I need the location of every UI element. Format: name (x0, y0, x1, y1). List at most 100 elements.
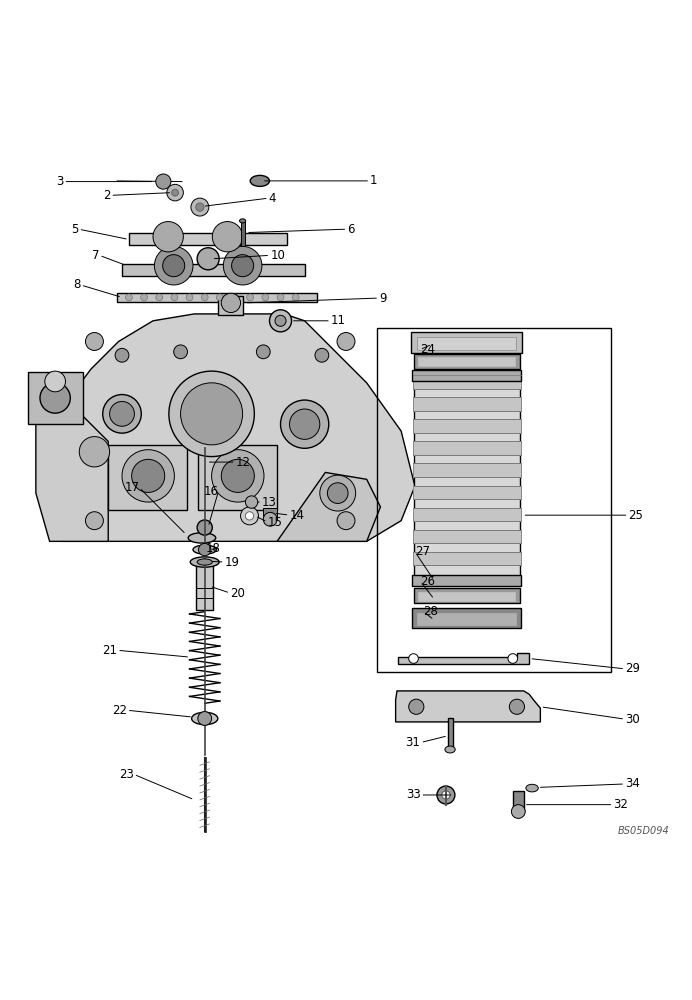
Circle shape (199, 543, 211, 556)
Circle shape (509, 699, 525, 714)
Circle shape (212, 450, 264, 502)
Bar (413, 419, 521, 433)
Circle shape (169, 371, 255, 457)
Text: 1: 1 (370, 174, 378, 187)
Bar (412, 332, 522, 353)
Circle shape (109, 401, 134, 426)
Circle shape (327, 483, 348, 503)
Circle shape (246, 496, 258, 508)
Circle shape (289, 409, 320, 439)
Text: 3: 3 (56, 175, 64, 188)
Ellipse shape (526, 784, 538, 792)
Circle shape (125, 294, 132, 301)
Circle shape (102, 395, 141, 433)
Circle shape (86, 512, 103, 530)
Text: BS05D094: BS05D094 (618, 826, 670, 836)
Bar (413, 552, 521, 565)
Bar (413, 375, 521, 389)
Circle shape (277, 294, 284, 301)
Circle shape (174, 345, 188, 359)
Circle shape (247, 294, 254, 301)
Text: 30: 30 (625, 713, 640, 726)
Bar (219, 296, 244, 315)
Text: 15: 15 (267, 516, 282, 529)
Bar (413, 486, 521, 499)
Bar (419, 592, 515, 601)
Ellipse shape (192, 712, 218, 725)
Circle shape (86, 333, 103, 350)
Circle shape (262, 294, 268, 301)
Circle shape (217, 294, 224, 301)
Ellipse shape (190, 557, 219, 567)
Circle shape (320, 475, 356, 511)
Text: 2: 2 (103, 189, 110, 202)
Text: 27: 27 (415, 545, 430, 558)
Bar (197, 565, 213, 610)
Text: 14: 14 (289, 509, 304, 522)
Circle shape (191, 198, 209, 216)
Text: 10: 10 (270, 249, 285, 262)
Ellipse shape (445, 746, 455, 753)
Circle shape (224, 246, 262, 285)
Circle shape (409, 654, 419, 663)
Bar (28, 372, 83, 424)
Bar (417, 613, 516, 625)
Circle shape (263, 512, 277, 526)
Circle shape (232, 255, 254, 277)
Circle shape (197, 520, 212, 535)
Circle shape (221, 459, 255, 492)
Circle shape (171, 294, 178, 301)
Polygon shape (396, 691, 540, 722)
Bar (413, 463, 521, 477)
Circle shape (196, 203, 204, 211)
Bar (513, 791, 524, 812)
Text: 29: 29 (625, 662, 640, 675)
Text: 17: 17 (125, 481, 139, 494)
Circle shape (280, 400, 329, 448)
Bar (419, 357, 515, 366)
Text: 9: 9 (379, 292, 387, 305)
Text: 24: 24 (420, 343, 435, 356)
Circle shape (257, 345, 270, 359)
Circle shape (508, 654, 518, 663)
Circle shape (212, 222, 243, 252)
Circle shape (232, 294, 239, 301)
Text: 33: 33 (406, 788, 421, 801)
Circle shape (131, 459, 165, 492)
Circle shape (337, 512, 355, 530)
Text: 6: 6 (347, 223, 355, 236)
Polygon shape (399, 653, 529, 664)
Bar (413, 397, 521, 411)
Text: 21: 21 (102, 644, 117, 657)
Bar (414, 354, 520, 369)
Circle shape (201, 294, 208, 301)
Circle shape (197, 248, 219, 270)
Bar (412, 370, 521, 381)
Circle shape (181, 383, 243, 445)
Circle shape (80, 437, 109, 467)
Circle shape (292, 294, 299, 301)
Text: 7: 7 (92, 249, 99, 262)
Text: 8: 8 (73, 278, 81, 291)
Text: 12: 12 (236, 456, 251, 469)
Bar (122, 264, 304, 276)
Bar (117, 293, 317, 302)
Bar (198, 445, 277, 510)
Text: 31: 31 (406, 736, 421, 749)
Text: 23: 23 (119, 768, 134, 781)
Bar (377, 328, 611, 672)
Bar (129, 233, 287, 245)
Circle shape (140, 294, 147, 301)
Text: 34: 34 (625, 777, 640, 790)
Text: 32: 32 (613, 798, 628, 811)
Bar (108, 445, 188, 510)
Circle shape (409, 699, 424, 714)
Ellipse shape (239, 219, 246, 223)
Circle shape (275, 315, 286, 326)
Circle shape (511, 805, 525, 818)
Bar (412, 608, 521, 628)
Bar (413, 441, 521, 455)
Text: 25: 25 (628, 509, 644, 522)
Text: 4: 4 (268, 192, 276, 205)
Ellipse shape (251, 175, 269, 186)
